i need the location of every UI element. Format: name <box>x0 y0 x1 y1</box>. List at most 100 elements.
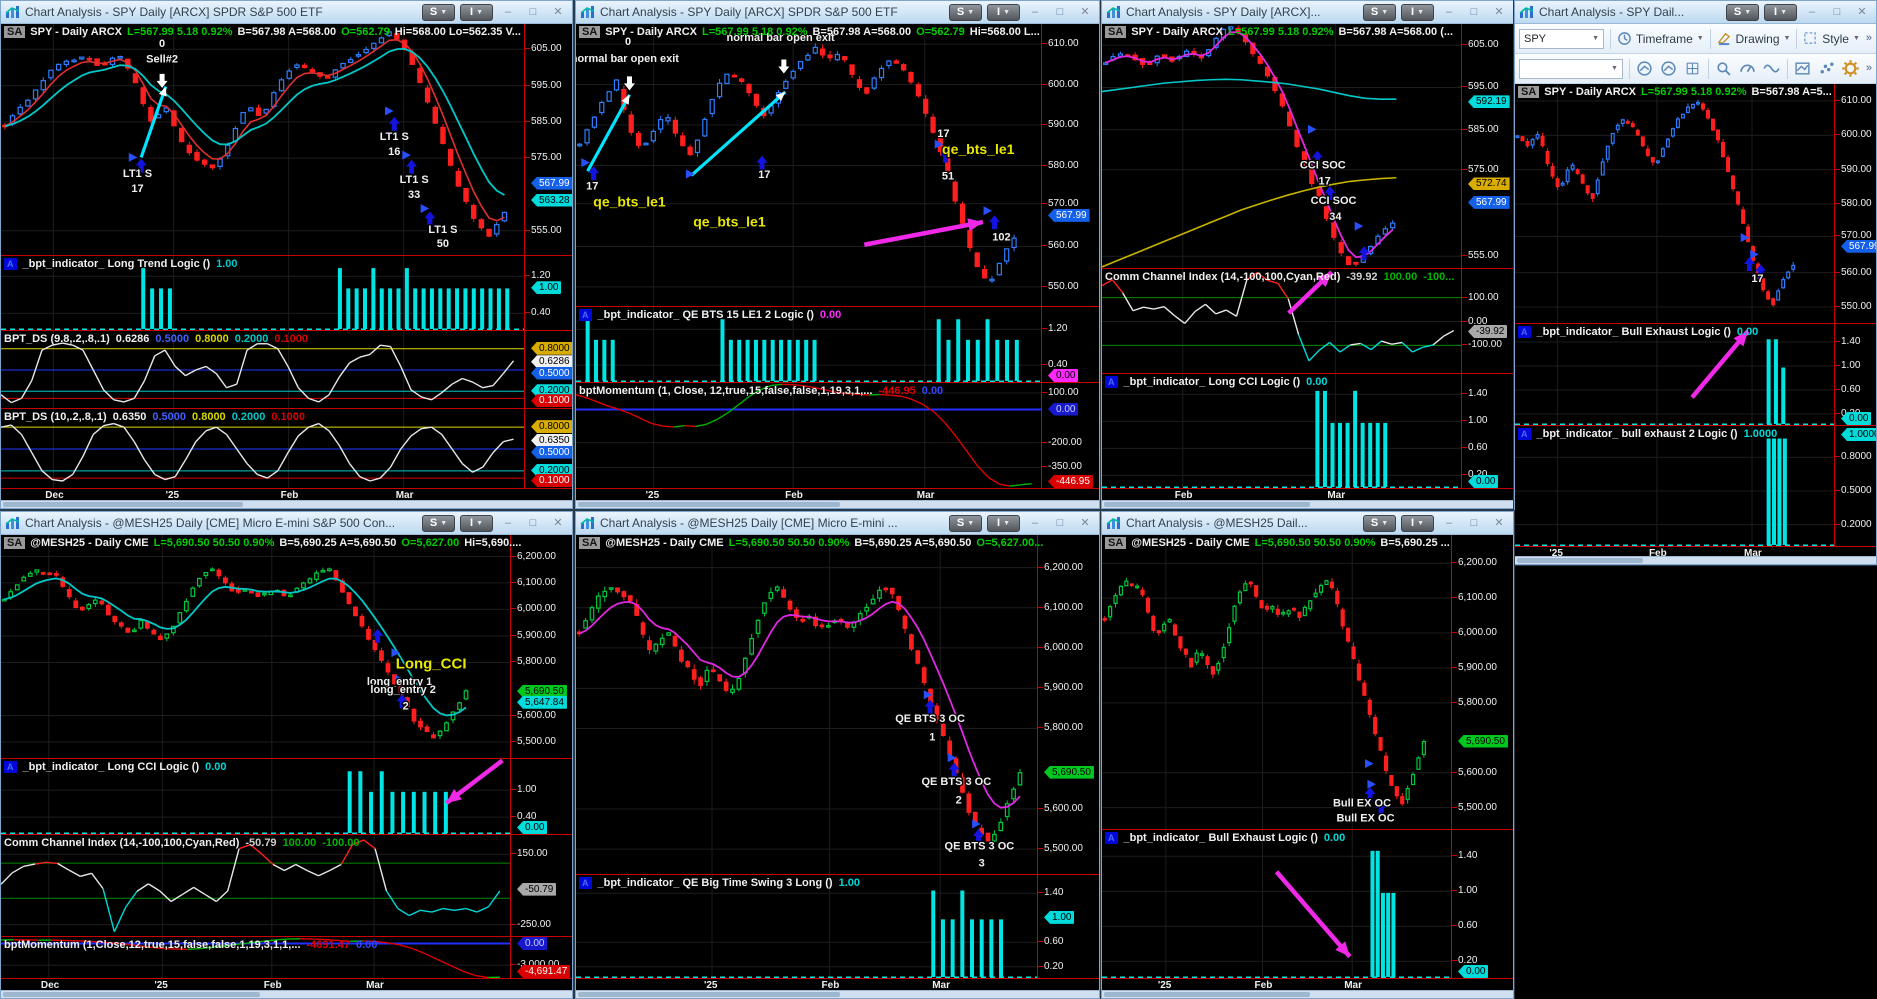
chart-arrow-icon[interactable] <box>1636 60 1654 78</box>
grid-icon[interactable] <box>1684 60 1702 78</box>
maximize-button[interactable]: □ <box>1056 6 1064 18</box>
scrollbar-thumb[interactable] <box>578 992 840 997</box>
strategy-button[interactable]: S ▼ <box>949 3 982 21</box>
close-button[interactable]: ✕ <box>1494 517 1504 529</box>
price-chart-canvas[interactable]: 0 normal bar open exit normal bar open exi… <box>576 24 1041 306</box>
window-titlebar[interactable]: Chart Analysis - @MESH25 Daily [CME] Mic… <box>1 512 572 535</box>
wave-icon[interactable] <box>1763 60 1781 78</box>
toolbar-menu-timeframe[interactable]: Timeframe ▼ <box>1617 31 1704 46</box>
horizontal-scrollbar[interactable] <box>576 990 1099 998</box>
axis-label: 0.60 <box>1834 383 1861 395</box>
indicator-canvas[interactable] <box>1 409 524 488</box>
minimize-button[interactable]: – <box>1031 517 1039 529</box>
symbol-input[interactable]: SPY ▼ <box>1519 28 1605 49</box>
maximize-button[interactable]: □ <box>1833 6 1841 18</box>
close-button[interactable]: ✕ <box>553 517 563 529</box>
horizontal-scrollbar[interactable] <box>576 500 1099 508</box>
indicator-canvas[interactable] <box>576 307 1041 382</box>
indicator-canvas[interactable] <box>576 875 1037 978</box>
indicator-button[interactable]: I ▼ <box>987 3 1020 21</box>
toolbar-overflow[interactable]: » <box>1865 32 1872 44</box>
gear-icon[interactable] <box>1842 59 1860 78</box>
horizontal-scrollbar[interactable] <box>1102 500 1513 508</box>
window-titlebar[interactable]: Chart Analysis - @MESH25 Daily [CME] Mic… <box>576 512 1099 535</box>
indicator-button[interactable]: I ▼ <box>460 514 493 532</box>
scrollbar-thumb[interactable] <box>1104 502 1310 507</box>
price-chart-canvas[interactable]: QE BTS 3 OC 1 QE BTS 3 OC 2 QE BTS 3 OC 3 <box>576 535 1037 874</box>
scrollbar-thumb[interactable] <box>3 992 260 997</box>
horizontal-scrollbar[interactable] <box>1102 990 1513 998</box>
indicator-button[interactable]: I ▼ <box>460 3 493 21</box>
strategy-button[interactable]: S ▼ <box>1363 514 1396 532</box>
axis-label: 6,100.00 <box>1038 601 1083 613</box>
axis-label: 610.00 <box>1042 38 1079 50</box>
indicator-canvas[interactable] <box>1 937 510 978</box>
chart-box-icon[interactable] <box>1794 60 1812 78</box>
strategy-button[interactable]: S ▼ <box>422 3 455 21</box>
indicator-canvas[interactable] <box>1102 269 1461 373</box>
strategy-button[interactable]: S ▼ <box>422 514 455 532</box>
horizontal-scrollbar[interactable] <box>1515 556 1876 564</box>
gauge-icon[interactable] <box>1739 60 1757 78</box>
indicator-canvas[interactable] <box>1 256 524 330</box>
indicator-canvas[interactable] <box>1 759 510 834</box>
close-button[interactable]: ✕ <box>1080 6 1090 18</box>
price-chart-canvas[interactable]: Bull EX OC Bull EX OC <box>1102 535 1451 829</box>
close-button[interactable]: ✕ <box>1494 6 1504 18</box>
scrollbar-thumb[interactable] <box>3 502 243 507</box>
price-chart-canvas[interactable]: 0 Sell#2 LT1 S 17 LT1 S 16 LT1 S 33 LT1 S 50 <box>1 24 524 255</box>
close-button[interactable]: ✕ <box>1080 517 1090 529</box>
zoom-icon[interactable] <box>1715 60 1733 78</box>
price-chart-canvas[interactable]: CCI SOC 17 CCI SOC 34 <box>1102 24 1461 268</box>
toolbar-overflow[interactable]: » <box>1865 62 1872 74</box>
indicator-canvas[interactable] <box>576 383 1041 488</box>
window-titlebar[interactable]: Chart Analysis - @MESH25 Dail... S ▼ I ▼ – □ ✕ <box>1102 512 1513 535</box>
window-titlebar[interactable]: Chart Analysis - SPY Dail... S ▼ I ▼ – □ ✕ <box>1515 1 1876 24</box>
minimize-button[interactable]: – <box>1808 6 1816 18</box>
indicator-button-label: I <box>1411 6 1415 18</box>
maximize-button[interactable]: □ <box>1470 6 1478 18</box>
indicator-canvas[interactable] <box>1 835 510 936</box>
scrollbar-thumb[interactable] <box>1517 558 1644 563</box>
indicator-canvas[interactable] <box>1515 324 1834 425</box>
indicator-canvas[interactable] <box>1515 426 1834 546</box>
toolbar-menu-drawing[interactable]: Drawing ▼ <box>1717 31 1790 46</box>
secondary-symbol-input[interactable]: ▼ <box>1519 58 1623 79</box>
axis-label: 600.00 <box>1042 78 1079 90</box>
indicator-button[interactable]: I ▼ <box>1401 514 1434 532</box>
toolbar-menu-style[interactable]: Style ▼ <box>1803 31 1860 46</box>
strategy-button[interactable]: S ▼ <box>1726 3 1759 21</box>
strategy-button[interactable]: S ▼ <box>949 514 982 532</box>
close-button[interactable]: ✕ <box>1857 6 1867 18</box>
window-titlebar[interactable]: Chart Analysis - SPY Daily [ARCX] SPDR S… <box>576 1 1099 24</box>
indicator-canvas[interactable] <box>1102 374 1461 488</box>
minimize-button[interactable]: – <box>504 517 512 529</box>
chart-line-icon[interactable] <box>1660 60 1678 78</box>
scrollbar-thumb[interactable] <box>1104 992 1310 997</box>
price-chart-canvas[interactable]: 17 <box>1515 84 1834 323</box>
maximize-button[interactable]: □ <box>529 517 537 529</box>
maximize-button[interactable]: □ <box>1470 517 1478 529</box>
time-axis-label: '25 <box>165 490 180 501</box>
minimize-button[interactable]: – <box>504 6 512 18</box>
horizontal-scrollbar[interactable] <box>1 500 572 508</box>
scrollbar-thumb[interactable] <box>578 502 840 507</box>
minimize-button[interactable]: – <box>1445 517 1453 529</box>
indicator-canvas[interactable] <box>1102 830 1451 978</box>
strategy-button[interactable]: S ▼ <box>1363 3 1396 21</box>
minimize-button[interactable]: – <box>1031 6 1039 18</box>
indicator-canvas[interactable] <box>1 331 524 408</box>
minimize-button[interactable]: – <box>1445 6 1453 18</box>
indicator-button[interactable]: I ▼ <box>1401 3 1434 21</box>
indicator-button[interactable]: I ▼ <box>1764 3 1797 21</box>
indicator-button[interactable]: I ▼ <box>987 514 1020 532</box>
maximize-button[interactable]: □ <box>529 6 537 18</box>
maximize-button[interactable]: □ <box>1056 517 1064 529</box>
window-titlebar[interactable]: Chart Analysis - SPY Daily [ARCX]... S ▼ I ▼… <box>1102 1 1513 24</box>
scatter-icon[interactable] <box>1818 60 1836 78</box>
indicator-pane: Comm Channel Index (14,-100,100,Cyan,Red… <box>1 835 572 937</box>
horizontal-scrollbar[interactable] <box>1 990 572 998</box>
close-button[interactable]: ✕ <box>553 6 563 18</box>
window-titlebar[interactable]: Chart Analysis - SPY Daily [ARCX] SPDR S… <box>1 1 572 24</box>
